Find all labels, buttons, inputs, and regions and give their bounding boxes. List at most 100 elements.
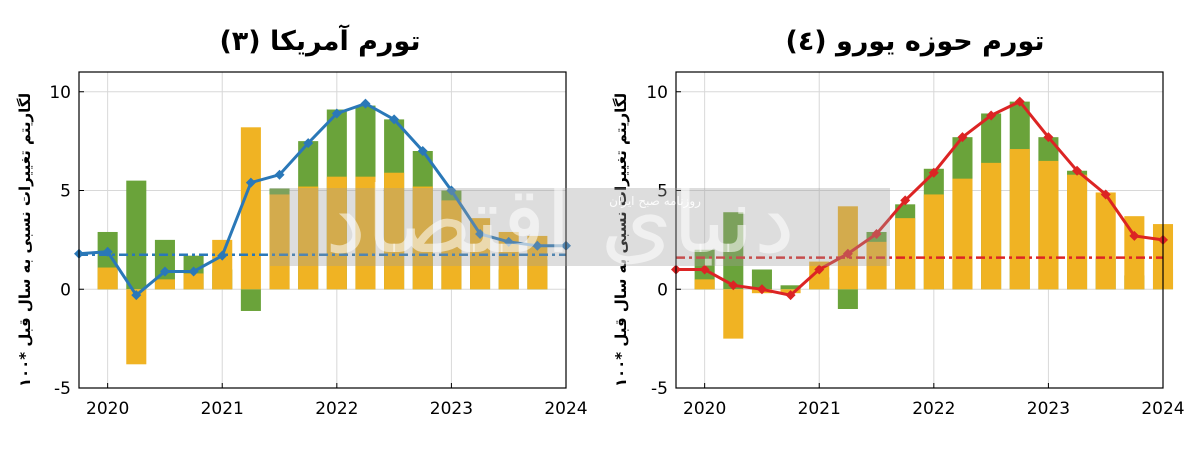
- watermark-tagline: روزنامه صبح ایران: [609, 194, 701, 209]
- x-tick-label: 2021: [201, 399, 244, 419]
- series-point: [842, 248, 853, 259]
- plot-frame: [675, 71, 1164, 389]
- series-point: [274, 169, 285, 180]
- x-tick-label: 2022: [912, 399, 955, 419]
- series-point: [389, 114, 400, 125]
- series-point: [532, 240, 543, 251]
- series-point: [1129, 230, 1140, 241]
- bar-orange: [952, 178, 973, 290]
- bar-orange: [326, 176, 347, 290]
- bar-orange: [1124, 216, 1145, 290]
- us-inflation-panel: (۳) تورم آمریکا 10 5 0 -5 2020 2021 2022 2023 202…: [16, 24, 588, 419]
- bar-orange: [298, 186, 319, 290]
- bar-orange: [694, 279, 715, 290]
- bar-orange: [154, 279, 175, 290]
- x-tick-label: 2023: [1027, 399, 1070, 419]
- y-tick-label: 10: [646, 83, 668, 103]
- watermark: دنیای اقتصاد روزنامه صبح ایران: [270, 167, 890, 274]
- chart-title: (٤) تورم حوزه یورو: [785, 26, 1044, 57]
- series-point: [900, 195, 911, 206]
- series-point: [871, 228, 882, 239]
- series-point: [928, 167, 939, 178]
- bar-orange: [384, 172, 405, 290]
- series-point: [475, 228, 486, 239]
- series-point: [303, 138, 314, 149]
- series-line: [676, 99, 1164, 297]
- series-point: [1014, 96, 1025, 107]
- bar-green: [126, 180, 147, 290]
- bar-orange: [269, 194, 290, 290]
- series-point: [699, 264, 710, 275]
- x-tick-label: 2020: [683, 399, 726, 419]
- y-tick-label: 5: [60, 182, 71, 202]
- series-point: [1100, 189, 1111, 200]
- bar-orange: [809, 261, 830, 290]
- bar-orange: [441, 200, 462, 290]
- y-tick-label: 5: [657, 182, 668, 202]
- y-axis-label: لگاریتم تغییرات نسبی به سال قبل *۱۰۰: [16, 93, 34, 387]
- bar-orange: [1009, 149, 1030, 290]
- bar-orange: [355, 176, 376, 290]
- x-tick-label: 2020: [86, 399, 129, 419]
- y-tick-label: 10: [49, 83, 71, 103]
- series-point: [360, 98, 371, 109]
- bar-orange: [183, 273, 204, 290]
- bar-green: [837, 289, 858, 309]
- bar-orange: [723, 289, 744, 339]
- y-tick-label: -5: [54, 379, 71, 399]
- bar-orange: [97, 267, 118, 290]
- bar-orange: [837, 206, 858, 290]
- series-point: [217, 250, 228, 261]
- series-point: [986, 110, 997, 121]
- series-point: [814, 264, 825, 275]
- series-point: [245, 177, 256, 188]
- chart-title: (۳) تورم آمریکا: [219, 24, 420, 57]
- x-tick-label: 2021: [798, 399, 841, 419]
- series-point: [503, 236, 514, 247]
- y-tick-label: -5: [651, 379, 668, 399]
- series-point: [728, 280, 739, 291]
- bar-orange: [212, 239, 233, 290]
- bar-orange: [981, 162, 1002, 290]
- series-point: [957, 132, 968, 143]
- series-point: [417, 146, 428, 156]
- series-point: [446, 185, 457, 196]
- x-tick-label: 2024: [1141, 399, 1184, 419]
- bar-green: [240, 289, 261, 311]
- bar-orange: [1038, 160, 1059, 290]
- x-tick-label: 2022: [315, 399, 358, 419]
- bar-orange: [498, 231, 519, 290]
- x-tick-label: 2024: [544, 399, 587, 419]
- series-point: [102, 246, 113, 257]
- bar-green: [751, 269, 772, 290]
- series-point: [756, 284, 767, 295]
- bar-orange: [412, 186, 433, 290]
- watermark-band: [270, 188, 890, 266]
- series-point: [188, 266, 199, 277]
- bar-orange: [923, 194, 944, 290]
- series-point: [785, 290, 796, 301]
- bar-orange: [866, 241, 887, 290]
- bar-orange: [527, 235, 548, 290]
- series-point: [159, 266, 170, 277]
- bar-green: [723, 212, 744, 290]
- series-point: [331, 108, 342, 119]
- y-axis-label: لگاریتم تغییرات نسبی به سال قبل *۱۰۰: [612, 93, 630, 387]
- series-line: [78, 101, 566, 298]
- bar-orange: [895, 218, 916, 290]
- watermark-logo: دنیای اقتصاد: [325, 167, 795, 274]
- bar-orange: [1067, 174, 1088, 290]
- bar-orange: [126, 289, 147, 365]
- y-tick-label: 0: [657, 280, 668, 300]
- euro-inflation-panel: (٤) تورم حوزه یورو 10 5 0 -5 2020 2021 2022 2023…: [612, 26, 1185, 419]
- bar-orange: [240, 127, 261, 290]
- y-tick-label: 0: [60, 280, 71, 300]
- bar-green: [780, 285, 801, 290]
- plot-frame: [78, 71, 567, 389]
- bar-orange: [1095, 192, 1116, 290]
- series-point: [1043, 132, 1054, 143]
- series-point: [131, 290, 142, 301]
- series-point: [1072, 165, 1083, 176]
- x-tick-label: 2023: [430, 399, 473, 419]
